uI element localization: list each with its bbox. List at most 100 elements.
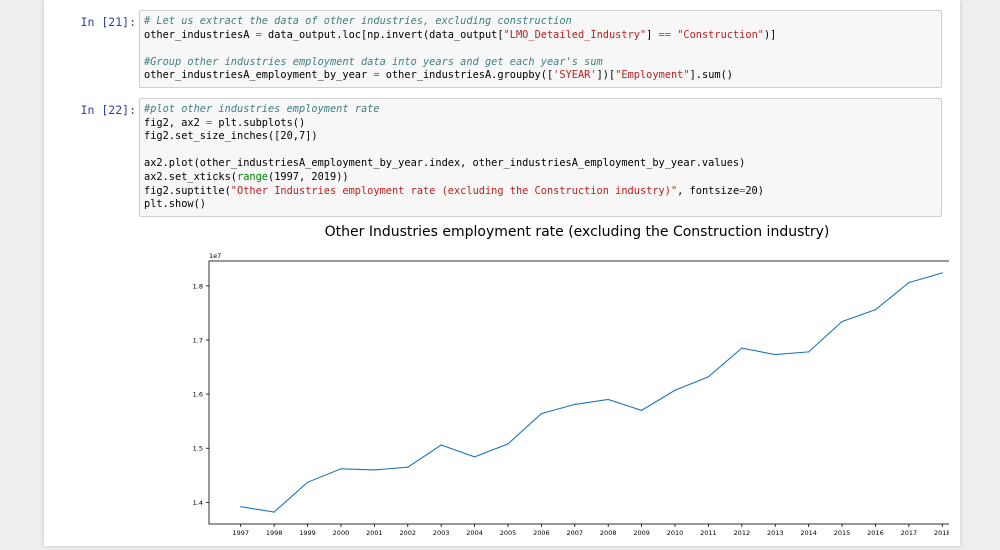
data-point: [841, 321, 843, 323]
cell-prompt: In [22]:: [80, 103, 136, 117]
code-line: [144, 144, 937, 158]
cell-prompt: In [21]:: [80, 15, 136, 29]
data-point: [440, 444, 442, 446]
x-tick-label: 2005: [500, 529, 517, 537]
data-point: [707, 376, 710, 378]
x-tick-label: 2004: [466, 529, 483, 537]
code-token: , fontsize: [677, 184, 740, 197]
data-point: [874, 309, 877, 311]
notebook-container: In [21]: # Let us extract the data of ot…: [44, 0, 975, 546]
code-line: [144, 42, 937, 56]
code-token: =: [373, 69, 380, 82]
code-input-area[interactable]: # Let us extract the data of other indus…: [139, 10, 942, 88]
x-tick-label: 2008: [600, 529, 617, 537]
x-tick-label: 2009: [633, 529, 650, 537]
code-token: (1997, 2019)): [268, 170, 349, 183]
code-token: fig2.set_size_inches([20,7]): [144, 130, 318, 143]
code-token: ax2.plot(other_industriesA_employment_by…: [144, 157, 746, 170]
x-tick-label: 2015: [834, 529, 851, 537]
code-token: 20): [745, 184, 764, 197]
code-line: # Let us extract the data of other indus…: [144, 15, 937, 29]
x-tick-label: 2006: [533, 529, 550, 537]
code-token: =: [255, 28, 262, 41]
code-token: )]: [763, 28, 777, 41]
code-token: "Construction": [677, 28, 764, 41]
code-token: ==: [658, 28, 671, 41]
x-tick-label: 1999: [299, 529, 316, 537]
code-line: other_industriesA_employment_by_year = o…: [144, 69, 937, 83]
code-line: other_industriesA = data_output.loc[np.i…: [144, 29, 937, 43]
x-tick-label: 2014: [800, 529, 817, 537]
x-tick-label: 2017: [901, 529, 918, 537]
x-tick-label: 2018: [934, 529, 949, 537]
code-token: plt.show(): [144, 198, 206, 211]
data-point: [574, 403, 576, 406]
code-token: # Let us extract the data of other indus…: [144, 15, 572, 27]
data-point: [240, 506, 242, 508]
x-tick-label: 1997: [232, 529, 249, 537]
code-token: ])[: [596, 69, 616, 82]
code-line: ax2.set_xticks(range(1997, 2019)): [144, 171, 937, 185]
x-tick-label: 2016: [867, 529, 884, 537]
code-token: other_industriesA: [144, 28, 256, 41]
x-tick-label: 2003: [433, 529, 450, 537]
code-token: data_output.loc[np.invert(data_output[: [261, 28, 504, 41]
data-point: [774, 354, 776, 356]
code-token: "Other Industries employment rate (exclu…: [230, 184, 678, 197]
data-point: [808, 351, 810, 353]
x-tick-label: 2001: [366, 529, 383, 537]
line-chart: 1.4 1.5 1.6 1.7 1.8 1997 1998 1999 2000 2001 2002 2…: [193, 252, 975, 537]
code-token: "Employment": [615, 69, 690, 82]
code-token: fig2, ax2: [144, 116, 206, 129]
x-tick-label: 2002: [399, 529, 416, 537]
data-point: [507, 443, 509, 445]
code-token: plt.subplots(): [212, 116, 306, 129]
chart-title: Other Industries employment rate (exclud…: [324, 224, 830, 240]
x-tick-label: 2007: [567, 529, 584, 537]
data-point: [273, 511, 275, 513]
code-editor[interactable]: #plot other industries employment rate fi…: [144, 103, 937, 212]
data-point: [641, 409, 643, 411]
code-token: ].sum(): [689, 69, 733, 82]
code-editor[interactable]: # Let us extract the data of other indus…: [144, 15, 937, 83]
data-point: [908, 282, 910, 284]
code-line: plt.show(): [144, 198, 937, 212]
code-token: #plot other industries employment rate: [144, 103, 380, 115]
data-point: [306, 481, 309, 483]
y-tick-label: 1.7: [193, 337, 203, 345]
code-line: #plot other industries employment rate: [144, 103, 937, 117]
code-token: =: [206, 116, 213, 129]
y-tick-label: 1.6: [193, 391, 203, 399]
x-tick-label: 2000: [333, 529, 350, 537]
series-line: [240, 272, 943, 513]
y-offset-label: 1e7: [209, 252, 221, 260]
y-tick-label: 1.5: [193, 445, 203, 453]
code-line: fig2, ax2 = plt.subplots(): [144, 117, 937, 131]
code-token: #Group other industries employment data …: [144, 55, 603, 68]
y-tick-label: 1.8: [193, 282, 203, 290]
x-tick-label: 2010: [667, 529, 684, 537]
data-point: [407, 466, 409, 468]
code-token: ]: [646, 28, 659, 41]
code-token: =: [739, 184, 746, 197]
plot-frame: [208, 260, 975, 525]
code-token: other_industriesA_employment_by_year: [144, 69, 374, 82]
data-point: [340, 468, 342, 470]
x-tick-label: 2013: [767, 529, 784, 537]
x-tick-label: 1998: [266, 529, 283, 537]
code-line: #Group other industries employment data …: [144, 56, 937, 70]
data-point: [741, 347, 743, 349]
x-tick-label: 2012: [734, 529, 751, 537]
code-line: fig2.set_size_inches([20,7]): [144, 130, 937, 144]
cell-output: Other Industries employment rate (exclud…: [139, 220, 975, 546]
code-token: range: [237, 170, 268, 183]
x-tick-label: 2011: [700, 529, 717, 537]
code-token: "LMO_Detailed_Industry": [503, 28, 647, 41]
code-input-area[interactable]: #plot other industries employment rate fi…: [139, 98, 942, 217]
data-point: [607, 398, 609, 401]
code-line: fig2.suptitle("Other Industries employme…: [144, 185, 937, 199]
data-point: [674, 389, 676, 391]
data-point: [473, 456, 476, 458]
y-tick-label: 1.4: [193, 499, 203, 507]
data-point: [941, 272, 943, 274]
